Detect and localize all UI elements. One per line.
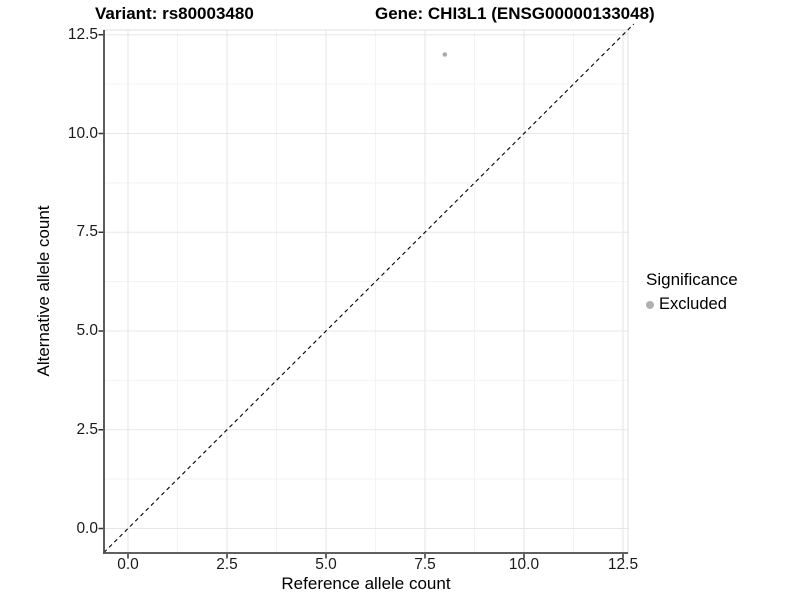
- legend-item-label: Excluded: [659, 295, 727, 313]
- y-tick-label: 12.5: [67, 25, 98, 43]
- y-tick-label: 10.0: [67, 124, 98, 142]
- x-tick-label: 2.5: [216, 556, 238, 573]
- y-tick-label: 2.5: [76, 420, 98, 438]
- title-variant: Variant: rs80003480: [95, 4, 254, 23]
- legend-title: Significance: [646, 270, 738, 289]
- legend-item: Excluded: [646, 295, 738, 314]
- legend: Significance Excluded: [646, 270, 738, 314]
- identity-line: [103, 23, 635, 553]
- x-tick-label: 0.0: [117, 556, 139, 573]
- x-tick-label: 7.5: [414, 556, 436, 573]
- x-axis-title: Reference allele count: [281, 574, 451, 593]
- y-tick-label: 5.0: [76, 322, 98, 339]
- data-point: [442, 52, 448, 57]
- legend-items: Excluded: [646, 295, 738, 314]
- x-tick-label: 5.0: [315, 556, 337, 573]
- legend-dot-icon: [646, 300, 654, 309]
- y-tick-label: 7.5: [76, 223, 98, 241]
- y-axis-title: Alternative allele count: [34, 205, 53, 377]
- y-tick-label: 0.0: [76, 519, 98, 537]
- title-gene: Gene: CHI3L1 (ENSG00000133048): [375, 4, 655, 23]
- x-tick-label: 12.5: [607, 556, 639, 573]
- x-tick-label: 10.0: [508, 556, 540, 573]
